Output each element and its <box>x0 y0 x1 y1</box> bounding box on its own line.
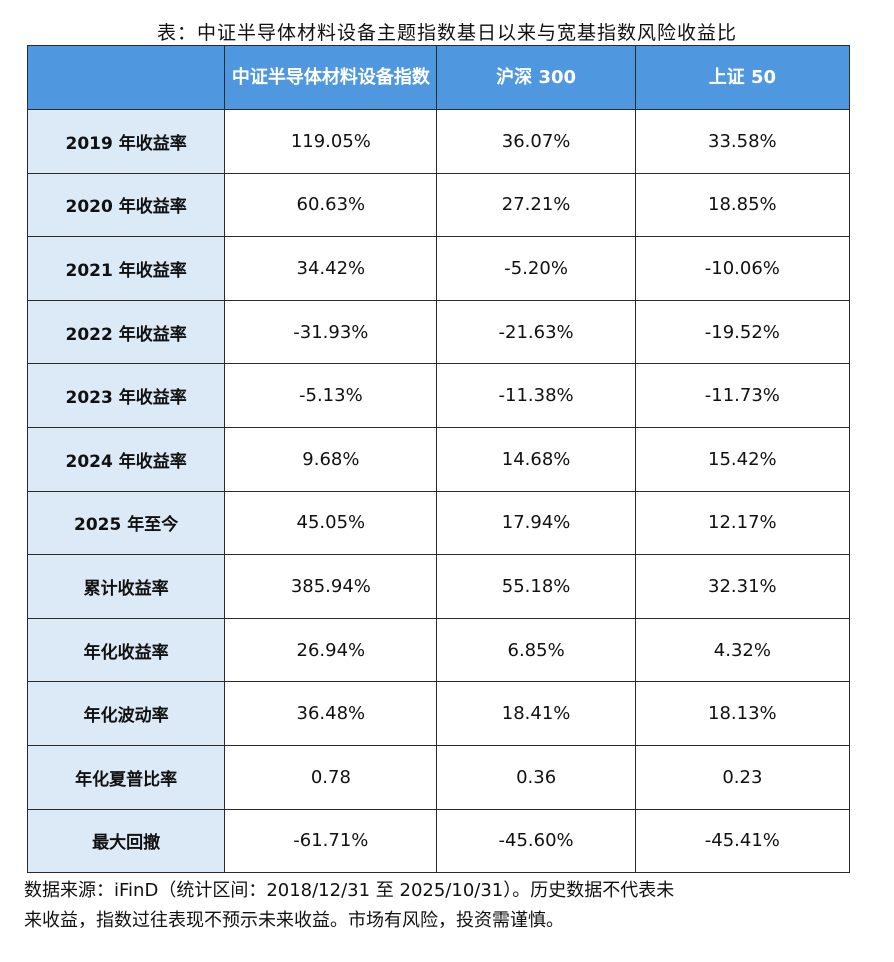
table-cell: 0.23 <box>634 744 851 810</box>
row-label: 2023 年收益率 <box>26 363 226 428</box>
row-label: 年化夏普比率 <box>26 744 226 810</box>
table-cell: -45.60% <box>436 808 636 874</box>
table-cell: -11.73% <box>634 363 851 428</box>
header-row: 中证半导体材料设备指数 沪深 300 上证 50 <box>26 45 851 110</box>
table-row: 年化夏普比率 0.78 0.36 0.23 <box>26 744 851 810</box>
row-label: 累计收益率 <box>26 554 226 619</box>
table-cell: 385.94% <box>224 554 438 619</box>
source-line-2: 来收益，指数过往表现不预示未来收益。市场有风险，投资需谨慎。 <box>24 910 564 931</box>
row-label: 2020 年收益率 <box>26 172 226 238</box>
data-source-note: 数据来源：iFinD（统计区间：2018/12/31 至 2025/10/31）… <box>24 876 874 936</box>
table-row: 2022 年收益率 -31.93% -21.63% -19.52% <box>26 299 851 365</box>
row-label: 最大回撤 <box>26 808 226 874</box>
returns-table: 中证半导体材料设备指数 沪深 300 上证 50 2019 年收益率 119.05… <box>26 45 851 874</box>
row-label: 2022 年收益率 <box>26 299 226 365</box>
table-cell: 14.68% <box>436 426 636 492</box>
table-cell: 45.05% <box>224 490 438 556</box>
row-label: 年化波动率 <box>26 681 226 746</box>
table-title: 表：中证半导体材料设备主题指数基日以来与宽基指数风险收益比 <box>156 22 737 44</box>
header-semiconductor-index: 中证半导体材料设备指数 <box>224 45 438 110</box>
table-cell: 6.85% <box>436 617 636 683</box>
table-cell: 60.63% <box>224 172 438 238</box>
table-row: 最大回撤 -61.71% -45.60% -45.41% <box>26 808 851 874</box>
table-cell: 0.36 <box>436 744 636 810</box>
source-line-1: 数据来源：iFinD（统计区间：2018/12/31 至 2025/10/31）… <box>24 880 675 901</box>
table-cell: -21.63% <box>436 299 636 365</box>
row-label: 年化收益率 <box>26 617 226 683</box>
table-cell: -19.52% <box>634 299 851 365</box>
table-cell: -61.71% <box>224 808 438 874</box>
table-cell: -5.20% <box>436 236 636 301</box>
row-label: 2025 年至今 <box>26 490 226 556</box>
table-cell: 119.05% <box>224 109 438 174</box>
table-cell: 17.94% <box>436 490 636 556</box>
table-cell: 12.17% <box>634 490 851 556</box>
table-cell: -31.93% <box>224 299 438 365</box>
table-cell: 36.48% <box>224 681 438 746</box>
table-row: 2025 年至今 45.05% 17.94% 12.17% <box>26 490 851 556</box>
table-cell: 34.42% <box>224 236 438 301</box>
table-row: 累计收益率 385.94% 55.18% 32.31% <box>26 554 851 619</box>
table-cell: -45.41% <box>634 808 851 874</box>
table-cell: 18.41% <box>436 681 636 746</box>
table-row: 2023 年收益率 -5.13% -11.38% -11.73% <box>26 363 851 428</box>
row-label: 2024 年收益率 <box>26 426 226 492</box>
table-row: 2021 年收益率 34.42% -5.20% -10.06% <box>26 236 851 301</box>
table-cell: 36.07% <box>436 109 636 174</box>
table-row: 2024 年收益率 9.68% 14.68% 15.42% <box>26 426 851 492</box>
table-cell: 27.21% <box>436 172 636 238</box>
row-label: 2021 年收益率 <box>26 236 226 301</box>
header-csi300: 沪深 300 <box>436 45 636 110</box>
table-row: 2019 年收益率 119.05% 36.07% 33.58% <box>26 109 851 174</box>
header-sse50: 上证 50 <box>634 45 851 110</box>
table-cell: 15.42% <box>634 426 851 492</box>
table-cell: 33.58% <box>634 109 851 174</box>
table-cell: 55.18% <box>436 554 636 619</box>
table-cell: -5.13% <box>224 363 438 428</box>
header-corner <box>26 45 226 110</box>
row-label: 2019 年收益率 <box>26 109 226 174</box>
table-cell: 18.13% <box>634 681 851 746</box>
table-cell: 4.32% <box>634 617 851 683</box>
table-cell: 0.78 <box>224 744 438 810</box>
table-cell: -10.06% <box>634 236 851 301</box>
table-row: 年化收益率 26.94% 6.85% 4.32% <box>26 617 851 683</box>
table-cell: 18.85% <box>634 172 851 238</box>
table-cell: 32.31% <box>634 554 851 619</box>
table-row: 2020 年收益率 60.63% 27.21% 18.85% <box>26 172 851 238</box>
table-cell: 26.94% <box>224 617 438 683</box>
table-cell: 9.68% <box>224 426 438 492</box>
table-cell: -11.38% <box>436 363 636 428</box>
table-row: 年化波动率 36.48% 18.41% 18.13% <box>26 681 851 746</box>
